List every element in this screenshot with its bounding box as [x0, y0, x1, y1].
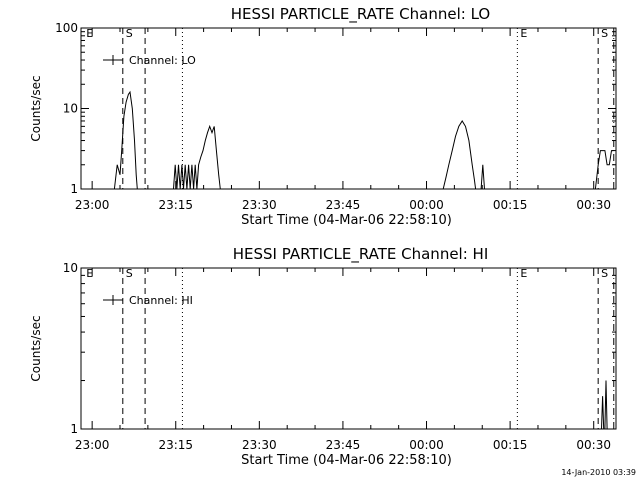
x-tick-label: 23:15: [158, 198, 193, 212]
chart-title: HESSI PARTICLE_RATE Channel: LO: [231, 5, 490, 24]
x-tick-label: 00:30: [576, 198, 611, 212]
marker-label: E: [86, 267, 93, 280]
y-axis-label: Counts/sec: [29, 75, 43, 141]
marker-label: S: [126, 267, 133, 280]
y-axis-label: Counts/sec: [29, 315, 43, 381]
y-tick-label: 1: [70, 422, 78, 436]
chart-hi: HESSI PARTICLE_RATE Channel: HI Counts/se…: [29, 245, 617, 468]
series-line: [113, 90, 138, 190]
x-tick-label: 23:45: [326, 438, 361, 452]
x-tick-label: 23:00: [75, 438, 110, 452]
plot-frame: [80, 27, 617, 190]
x-tick-label: 00:30: [576, 438, 611, 452]
x-tick-label: 00:15: [493, 198, 528, 212]
x-tick-label: 00:00: [409, 198, 444, 212]
timestamp: 14-Jan-2010 03:39: [561, 468, 636, 477]
x-tick-label: 23:00: [75, 198, 110, 212]
x-axis-label: Start Time (04-Mar-06 22:58:10): [241, 453, 452, 468]
x-tick-label: 23:45: [326, 198, 361, 212]
x-tick-label: 23:30: [242, 198, 277, 212]
series-line: [604, 380, 608, 430]
y-tick-label: 10: [63, 261, 78, 275]
y-tick-label: 10: [63, 102, 78, 116]
series-line: [442, 120, 477, 190]
marker-label: E: [520, 267, 527, 280]
y-tick-label: 1: [70, 182, 78, 196]
marker-label: E: [520, 27, 527, 40]
series-line: [173, 124, 221, 190]
y-tick-label: 100: [55, 21, 78, 35]
marker-label: S: [126, 27, 133, 40]
series-line: [480, 164, 485, 190]
x-tick-label: 23:30: [242, 438, 277, 452]
x-tick-label: 00:00: [409, 438, 444, 452]
chart-lo: HESSI PARTICLE_RATE Channel: LO Counts/se…: [29, 5, 617, 228]
series-line: [601, 396, 605, 430]
marker-label: S: [601, 267, 608, 280]
x-axis-label: Start Time (04-Mar-06 22:58:10): [241, 213, 452, 228]
plot-frame: [80, 267, 617, 430]
x-tick-label: 00:15: [493, 438, 528, 452]
chart-title: HESSI PARTICLE_RATE Channel: HI: [233, 245, 489, 264]
legend-label: Channel: HI: [129, 294, 193, 307]
series-line: [594, 150, 614, 190]
x-tick-label: 23:15: [158, 438, 193, 452]
marker-label: S: [601, 27, 608, 40]
legend-label: Channel: LO: [129, 54, 196, 67]
marker-label: E: [86, 27, 93, 40]
